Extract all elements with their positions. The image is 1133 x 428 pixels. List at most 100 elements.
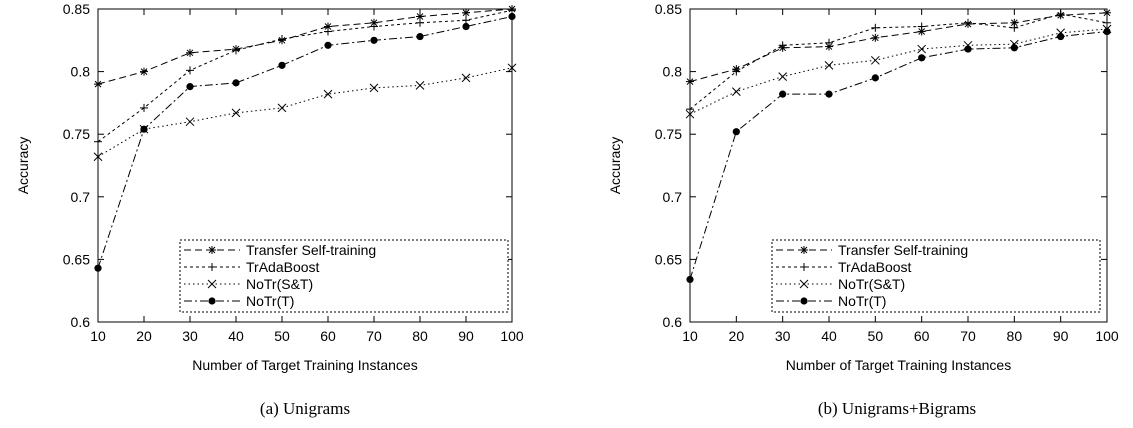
panel-a-y-tick-label: 0.65: [63, 251, 90, 267]
panel-b-data-point: [918, 54, 926, 62]
panel-a-legend-entry: NoTr(S&T): [184, 276, 313, 292]
panel-b-data-point: [1010, 23, 1019, 32]
panel-b-data-point: [917, 44, 927, 54]
panel-a-data-point: [369, 83, 379, 93]
panel-b-x-tick-label: 30: [775, 328, 791, 344]
panel-a-data-point: [186, 83, 194, 91]
panel-b-y-tick-label: 0.8: [663, 64, 683, 80]
panel-b-data-point: [1056, 10, 1065, 19]
panel-b-x-tick-label: 80: [1007, 328, 1023, 344]
panel-a-series-2: [94, 6, 516, 146]
panel-a-data-point: [507, 63, 517, 73]
panel-b-legend-label: NoTr(T): [838, 293, 886, 309]
panel-a-x-tick-label: 10: [90, 328, 106, 344]
panel-a-data-point: [186, 66, 194, 75]
panel-a-data-point: [370, 22, 378, 31]
panel-b-data-point: [778, 41, 787, 50]
panel-a-legend-entry: TrAdaBoost: [184, 259, 320, 275]
panel-b-data-point: [825, 38, 833, 47]
panel-b-data-point: [871, 74, 879, 82]
panel-b-data-point: [964, 45, 972, 53]
panel-a-legend-entry: Transfer Self-training: [184, 242, 376, 258]
panel-a-data-point: [461, 73, 471, 83]
panel-b-data-point: [825, 90, 833, 98]
panel-b-legend: Transfer Self-trainingTrAdaBoostNoTr(S&T…: [771, 239, 1101, 313]
panel-a-data-point: [415, 81, 425, 90]
panel-a-data-point: [94, 80, 102, 89]
panel-a-data-point: [324, 27, 332, 36]
panel-b-series-3: [685, 24, 1112, 119]
panel-a-legend-label: TrAdaBoost: [246, 259, 320, 275]
panel-b-x-tick-label: 20: [729, 328, 745, 344]
panel-a-data-point: [140, 125, 148, 133]
panel-b-data-point: [1103, 8, 1111, 17]
panel-a-data-point: [416, 18, 424, 27]
panel-a-x-tick-label: 50: [274, 328, 290, 344]
panel-a-data-point: [278, 35, 286, 44]
panel-b-x-tick-label: 40: [821, 328, 837, 344]
panel-b-y-tick-label: 0.65: [655, 251, 682, 267]
panel-a-y-tick-label: 0.75: [63, 126, 90, 142]
panel-b-y-tick-label: 0.7: [663, 189, 683, 205]
panel-b-caption: (b) Unigrams+Bigrams: [818, 399, 976, 418]
panel-a-chart: 0.6 0.65 0.7 0.75 0.8 0.85 10 20 30 40 50 60 70 80 90 1…: [15, 1, 524, 418]
panel-a-legend-label: Transfer Self-training: [246, 242, 376, 258]
panel-a-legend-box: [179, 239, 509, 313]
panel-b-x-tick-label: 60: [914, 328, 930, 344]
panel-b-legend-label: TrAdaBoost: [838, 259, 912, 275]
panel-b-data-point: [732, 128, 740, 136]
panel-b-plot-frame: [689, 8, 1108, 323]
panel-b-legend-box: [771, 239, 1101, 313]
panel-a-data-point: [323, 89, 333, 99]
panel-a-data-point: [324, 41, 332, 49]
panel-a-data-point: [232, 79, 240, 87]
panel-b-data-point: [1057, 32, 1065, 41]
panel-a-data-point: [232, 46, 240, 55]
panel-a-legend-label: NoTr(T): [246, 293, 294, 309]
panel-a-data-point: [140, 103, 148, 112]
panel-b-series-line: [689, 13, 1108, 110]
panel-a-x-tick-label: 30: [182, 328, 198, 344]
panel-b-series-line: [689, 12, 1108, 83]
panel-a-data-point: [324, 22, 332, 31]
panel-a-data-point: [94, 264, 102, 272]
panel-a-y-tick-label: 0.8: [71, 64, 91, 80]
panel-b-x-axis-label: Number of Target Training Instances: [786, 357, 1011, 373]
panel-b-data-point: [917, 22, 926, 31]
panel-a-data-point: [370, 36, 378, 44]
panel-b-data-point: [871, 23, 880, 32]
panel-a-x-tick-label: 80: [412, 328, 428, 344]
panel-b-data-point: [685, 109, 695, 119]
panel-a-data-point: [93, 152, 103, 162]
panel-b-series-4: [686, 27, 1111, 284]
panel-b-x-tick-label: 100: [1095, 328, 1119, 344]
panel-a-data-point: [186, 48, 194, 57]
panel-b-data-point: [824, 60, 834, 70]
panel-b-data-point: [686, 77, 694, 86]
panel-b-data-point: [779, 90, 787, 98]
panel-b-data-point: [778, 72, 788, 81]
panel-a-y-tick-label: 0.6: [71, 314, 91, 330]
panel-b-legend-entry: NoTr(S&T): [776, 276, 905, 292]
panel-a-x-tick-label: 70: [366, 328, 382, 344]
panel-b-legend-entry: TrAdaBoost: [776, 259, 912, 275]
panel-a-legend: Transfer Self-trainingTrAdaBoostNoTr(S&T…: [179, 239, 509, 313]
panel-b-x-tick-label: 10: [682, 328, 698, 344]
panel-b-legend-entry: NoTr(T): [776, 293, 886, 309]
panel-b-legend-entry: Transfer Self-training: [776, 242, 968, 258]
panel-a-legend-label: NoTr(S&T): [246, 276, 313, 292]
panel-a-data-point: [278, 61, 286, 69]
panel-a-data-point: [508, 12, 516, 21]
panel-a-y-tick-label: 0.85: [63, 1, 90, 17]
panel-a-legend-entry: NoTr(T): [184, 293, 294, 309]
panel-b-series-2: [686, 10, 1111, 114]
panel-a-x-tick-label: 20: [136, 328, 152, 344]
panel-a-x-tick-label: 40: [228, 328, 244, 344]
panel-b-series-line: [689, 28, 1108, 115]
panel-a-data-point: [231, 108, 241, 118]
panel-b-legend-label: NoTr(S&T): [838, 276, 905, 292]
panel-b-data-point: [1103, 27, 1111, 36]
panel-b-y-tick-label: 0.75: [655, 126, 682, 142]
panel-a-series-line: [97, 16, 513, 269]
